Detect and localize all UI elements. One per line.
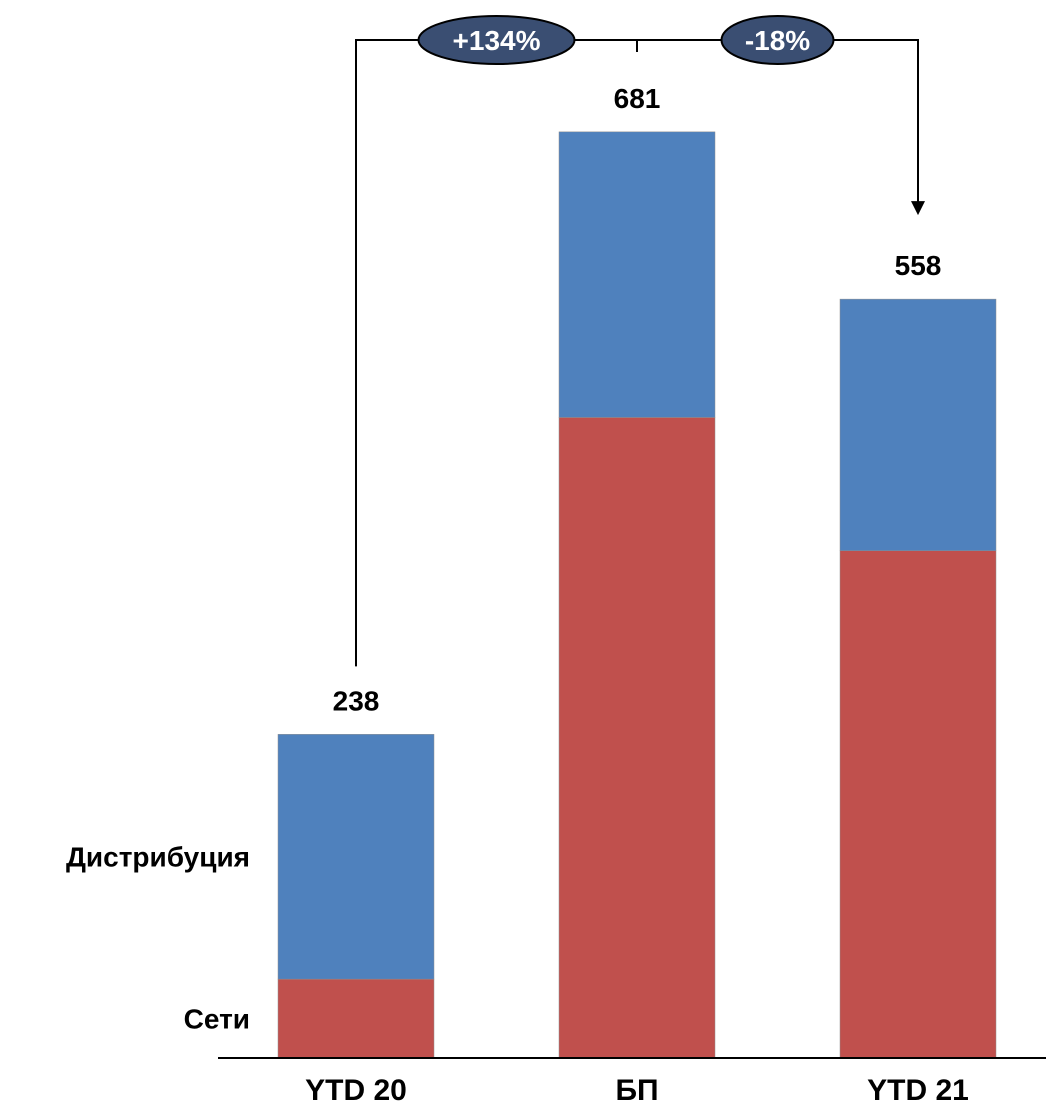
- x-tick-label: YTD 21: [867, 1074, 969, 1107]
- legend-label: Дистрибуция: [66, 842, 250, 873]
- change-badge-label: -18%: [745, 25, 810, 56]
- change-connector: +134% -18%: [355, 15, 925, 667]
- x-tick-label: БП: [615, 1074, 658, 1107]
- total-labels: 238 681 558: [333, 83, 942, 716]
- bar-ytd-20-series-1: [277, 734, 435, 980]
- x-tick-labels: YTD 20 БП YTD 21: [305, 1074, 969, 1107]
- bar-ytd-21-series-0: [839, 550, 997, 1059]
- total-label: 681: [614, 83, 661, 114]
- bars-group: [277, 131, 997, 1059]
- change-badge-label: +134%: [453, 25, 541, 56]
- legend: Сети Дистрибуция: [66, 842, 250, 1035]
- change-badge: [720, 15, 835, 65]
- legend-label: Сети: [184, 1004, 250, 1035]
- bar-ytd-21-series-1: [839, 298, 997, 551]
- change-badge: [417, 15, 576, 65]
- bar-ytd-20-series-0: [277, 978, 435, 1059]
- bar-бп-series-0: [558, 417, 716, 1059]
- bar-бп-series-1: [558, 131, 716, 418]
- total-label: 558: [895, 250, 942, 281]
- x-tick-label: YTD 20: [305, 1074, 407, 1107]
- total-label: 238: [333, 685, 380, 716]
- arrow-head-icon: [911, 201, 925, 216]
